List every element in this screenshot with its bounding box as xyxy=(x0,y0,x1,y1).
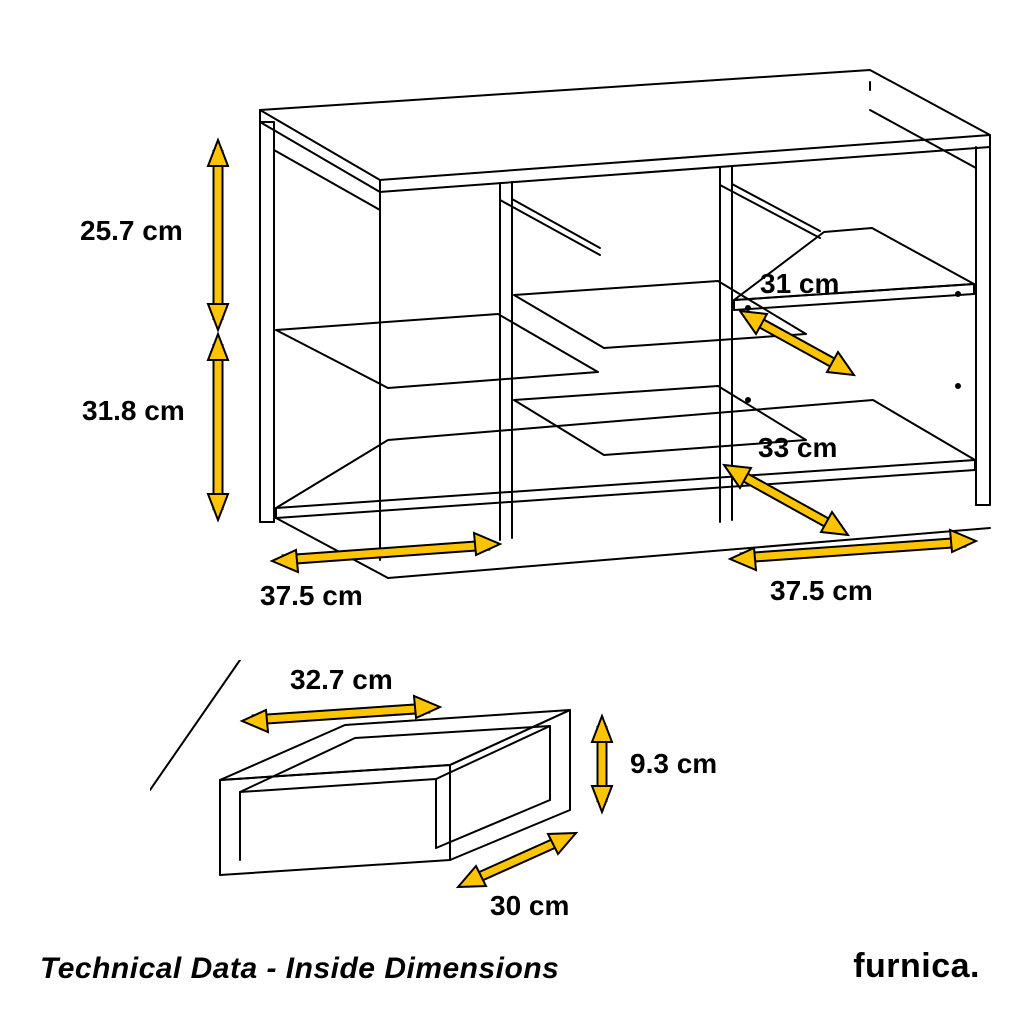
label-drawer-width: 32.7 cm xyxy=(290,664,393,696)
brand-logo: furnica. xyxy=(853,947,980,986)
label-h1: 25.7 cm xyxy=(80,215,183,247)
label-d-shelf: 31 cm xyxy=(760,268,839,300)
cabinet-diagram xyxy=(0,0,1024,660)
label-w-right: 37.5 cm xyxy=(770,575,873,607)
label-d-bottom: 33 cm xyxy=(758,432,837,464)
label-drawer-depth: 30 cm xyxy=(490,890,569,922)
drawer-diagram xyxy=(150,660,670,940)
label-w-left: 37.5 cm xyxy=(260,580,363,612)
page-title: Technical Data - Inside Dimensions xyxy=(40,952,559,986)
label-drawer-height: 9.3 cm xyxy=(630,748,717,780)
label-h2: 31.8 cm xyxy=(82,395,185,427)
